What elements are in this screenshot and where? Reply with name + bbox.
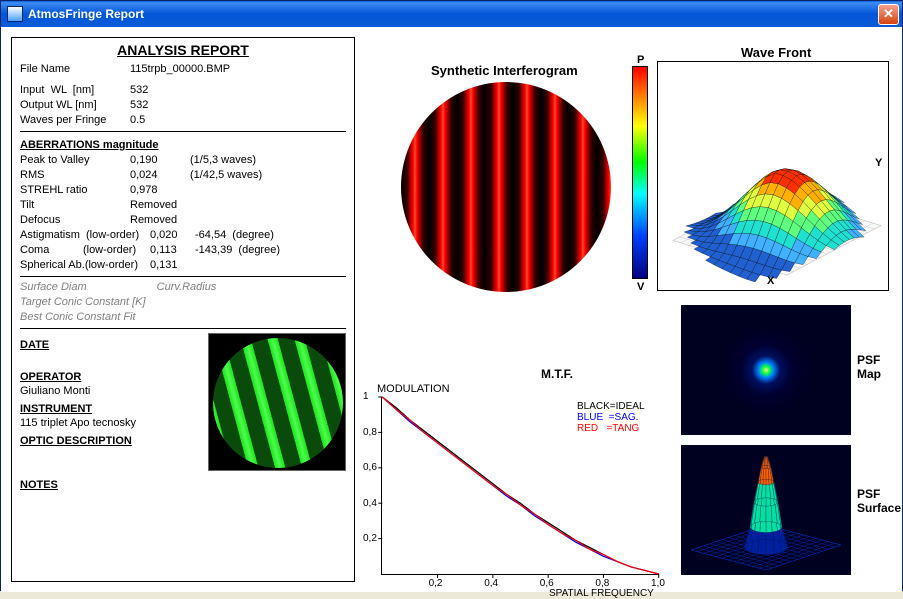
psf-map <box>681 305 851 435</box>
colorbar <box>632 66 648 279</box>
operator-heading: OPERATOR <box>20 371 81 383</box>
date-heading: DATE <box>20 339 49 351</box>
synthetic-interferogram <box>401 82 611 292</box>
coma-label: Coma (low-order) <box>20 243 150 258</box>
close-icon: ✕ <box>883 6 894 22</box>
defocus-value: Removed <box>130 213 177 228</box>
app-window: AtmosFringe Report ✕ ANALYSIS REPORT Fil… <box>0 0 903 591</box>
mtf-ytick: 0,4 <box>363 498 377 509</box>
report-heading: ANALYSIS REPORT <box>20 42 346 58</box>
output-wl-label: Output WL [nm] <box>20 98 130 113</box>
mtf-ytick: 0,2 <box>363 533 377 544</box>
astig-deg: -64,54 (degree) <box>195 228 274 243</box>
sph-value: 0,131 <box>150 258 178 273</box>
surface-diam-label: Surface Diam <box>20 281 87 293</box>
mtf-xlabel: SPATIAL FREQUENCY <box>549 588 654 599</box>
input-wl-value: 532 <box>130 83 148 98</box>
mtf-ylabel: MODULATION <box>377 383 450 395</box>
operator-value: Giuliano Monti <box>20 385 90 397</box>
strehl-label: STREHL ratio <box>20 183 130 198</box>
astig-label: Astigmatism (low-order) <box>20 228 150 243</box>
wavefront-title: Wave Front <box>741 45 811 60</box>
file-label: File Name <box>20 62 130 77</box>
wavefront-x-label: X <box>767 275 774 287</box>
target-conic-label: Target Conic Constant [K] <box>20 295 346 310</box>
wavefront-y-label: Y <box>875 157 882 169</box>
rms-value: 0,024 <box>130 168 190 183</box>
optic-desc-heading: OPTIC DESCRIPTION <box>20 435 132 447</box>
interferogram-title: Synthetic Interferogram <box>431 63 578 78</box>
wavefront-svg <box>658 62 888 290</box>
curv-radius-label: Curv.Radius <box>157 281 217 293</box>
notes-heading: NOTES <box>20 479 58 491</box>
mtf-ytick: 0,8 <box>363 427 377 438</box>
interferogram-thumbnail <box>208 333 346 471</box>
mtf-ytick: 1 <box>363 391 369 402</box>
instrument-value: 115 triplet Apo tecnosky <box>20 417 136 429</box>
mtf-legend: BLACK=IDEAL BLUE =SAG. RED =TANG <box>577 401 645 434</box>
colorbar-top-label: P <box>637 54 644 66</box>
strehl-value: 0,978 <box>130 183 158 198</box>
defocus-label: Defocus <box>20 213 130 228</box>
app-icon <box>7 6 23 22</box>
colorbar-bottom-label: V <box>637 281 644 293</box>
titlebar[interactable]: AtmosFringe Report ✕ <box>1 1 902 27</box>
input-wl-label: Input WL [nm] <box>20 83 130 98</box>
ptv-value: 0,190 <box>130 153 190 168</box>
rms-label: RMS <box>20 168 130 183</box>
instrument-heading: INSTRUMENT <box>20 403 92 415</box>
mtf-xtick: 0,2 <box>429 578 443 589</box>
sph-label: Spherical Ab.(low-order) <box>20 258 150 273</box>
window-title: AtmosFringe Report <box>28 7 144 21</box>
psf-map-label: PSFMap <box>857 353 881 381</box>
tilt-label: Tilt <box>20 198 130 213</box>
mtf-title: M.T.F. <box>541 367 573 381</box>
astig-value: 0,020 <box>150 228 195 243</box>
rms-note: (1/42,5 waves) <box>190 168 262 183</box>
ptv-note: (1/5,3 waves) <box>190 153 256 168</box>
coma-deg: -143,39 (degree) <box>195 243 280 258</box>
output-wl-value: 532 <box>130 98 148 113</box>
coma-value: 0,113 <box>150 243 195 258</box>
aberrations-heading: ABERRATIONS magnitude <box>20 139 159 151</box>
ptv-label: Peak to Valley <box>20 153 130 168</box>
best-conic-label: Best Conic Constant Fit <box>20 310 346 325</box>
file-value: 115trpb_00000.BMP <box>130 62 230 77</box>
wavefront-plot <box>657 61 889 291</box>
wpf-value: 0.5 <box>130 113 145 128</box>
psf-surface-label: PSFSurface <box>857 487 901 515</box>
wpf-label: Waves per Fringe <box>20 113 130 128</box>
mtf-ytick: 0,6 <box>363 462 377 473</box>
close-button[interactable]: ✕ <box>878 4 899 25</box>
tilt-value: Removed <box>130 198 177 213</box>
analysis-report-panel: ANALYSIS REPORT File Name115trpb_00000.B… <box>11 37 355 582</box>
psf-surface <box>681 445 851 575</box>
content-area: ANALYSIS REPORT File Name115trpb_00000.B… <box>1 27 902 592</box>
mtf-xtick: 0,4 <box>484 578 498 589</box>
